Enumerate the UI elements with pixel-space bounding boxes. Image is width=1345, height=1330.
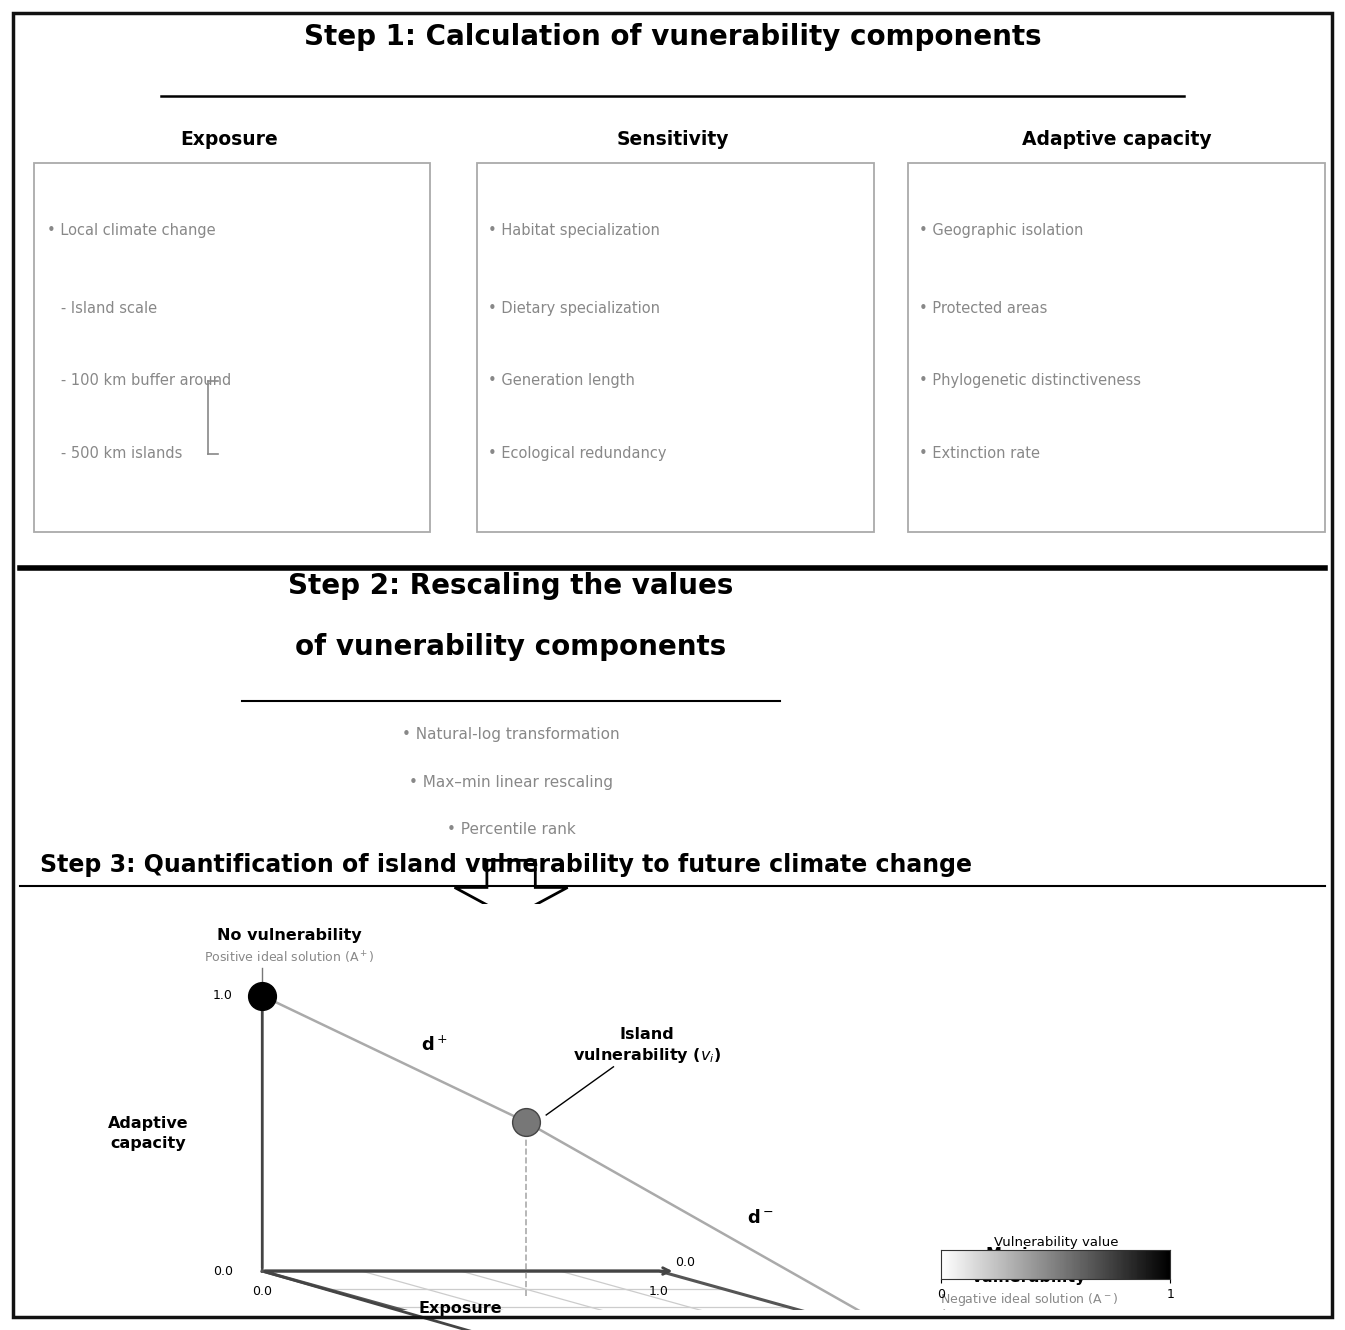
Text: Island: Island [620, 1027, 674, 1041]
Text: Exposure: Exposure [418, 1301, 503, 1315]
Text: d$^+$: d$^+$ [421, 1035, 448, 1055]
Text: Adaptive capacity: Adaptive capacity [1022, 129, 1210, 149]
Text: • Generation length: • Generation length [488, 374, 635, 388]
Text: • Max–min linear rescaling: • Max–min linear rescaling [409, 775, 613, 790]
Text: • Protected areas: • Protected areas [919, 301, 1046, 315]
Text: vulnerability ($v_i$): vulnerability ($v_i$) [573, 1045, 721, 1064]
Text: Step 1: Calculation of vunerability components: Step 1: Calculation of vunerability comp… [304, 24, 1041, 52]
Text: vulnerability: vulnerability [971, 1270, 1087, 1285]
Bar [908, 164, 1325, 532]
Text: No vulnerability: No vulnerability [217, 928, 362, 943]
Text: 0.0: 0.0 [213, 1265, 233, 1278]
Text: Positive ideal solution (A$^+$): Positive ideal solution (A$^+$) [204, 950, 374, 966]
Text: - 100 km buffer around: - 100 km buffer around [47, 374, 231, 388]
Text: • Geographic isolation: • Geographic isolation [919, 222, 1083, 238]
Text: Step 2: Rescaling the values: Step 2: Rescaling the values [288, 572, 734, 600]
Text: Exposure: Exposure [180, 129, 277, 149]
Text: 1.0: 1.0 [213, 990, 233, 1003]
Text: • Ecological redundancy: • Ecological redundancy [488, 446, 667, 462]
Text: • Percentile rank: • Percentile rank [447, 822, 576, 838]
Text: - 500 km islands: - 500 km islands [47, 446, 183, 462]
Text: Maximum: Maximum [986, 1246, 1072, 1262]
Text: Negative ideal solution (A$^-$): Negative ideal solution (A$^-$) [940, 1290, 1118, 1307]
Text: • Local climate change: • Local climate change [47, 222, 215, 238]
Title: Vulnerability value: Vulnerability value [994, 1236, 1118, 1249]
Text: • Extinction rate: • Extinction rate [919, 446, 1040, 462]
Text: of vunerability components: of vunerability components [296, 633, 726, 661]
Text: 1.0: 1.0 [650, 1285, 668, 1298]
Text: Sensitivity: Sensitivity [616, 129, 729, 149]
Text: Step 3: Quantification of island vulnerability to future climate change: Step 3: Quantification of island vulnera… [40, 854, 972, 878]
Bar [477, 164, 874, 532]
Text: • Natural-log transformation: • Natural-log transformation [402, 728, 620, 742]
Text: 0.0: 0.0 [253, 1285, 272, 1298]
Bar [34, 164, 430, 532]
Polygon shape [455, 861, 568, 918]
Text: • Habitat specialization: • Habitat specialization [488, 222, 660, 238]
Text: 0.0: 0.0 [675, 1256, 695, 1269]
Text: • Phylogenetic distinctiveness: • Phylogenetic distinctiveness [919, 374, 1141, 388]
Text: Adaptive
capacity: Adaptive capacity [108, 1116, 188, 1150]
Text: • Dietary specialization: • Dietary specialization [488, 301, 660, 315]
Text: - Island scale: - Island scale [47, 301, 157, 315]
Text: d$^-$: d$^-$ [748, 1209, 773, 1228]
